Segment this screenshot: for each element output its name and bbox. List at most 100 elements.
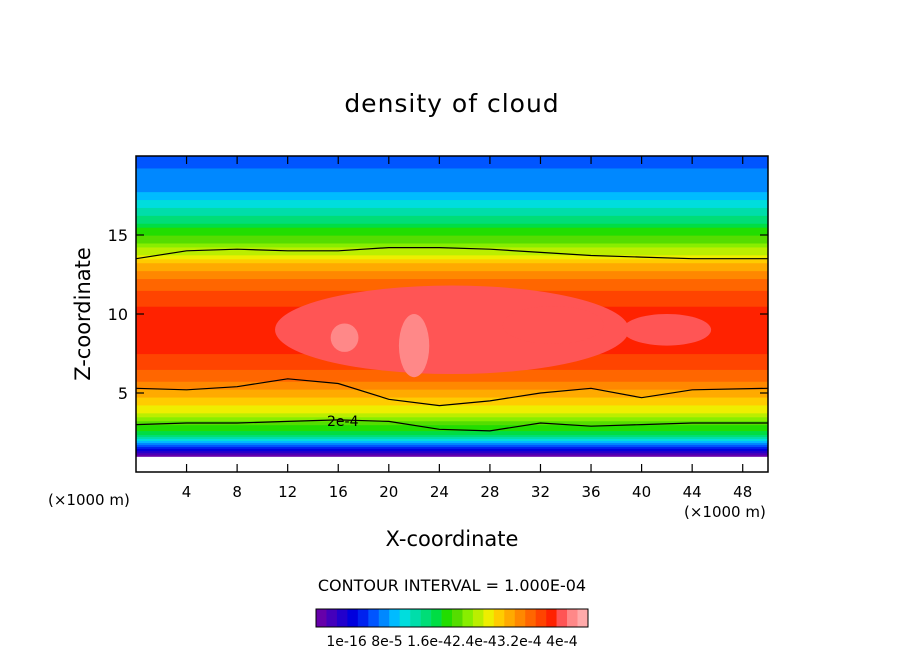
density-band bbox=[136, 191, 768, 197]
contour-interval: CONTOUR INTERVAL = 1.000E-04 bbox=[318, 576, 586, 595]
density-band bbox=[136, 452, 768, 455]
colorbar-labels: 1e-16 8e-5 1.6e-42.4e-43.2e-4 4e-4 bbox=[326, 634, 577, 650]
density-band bbox=[136, 199, 768, 204]
density-maximum bbox=[398, 314, 430, 378]
y-tick-label: 10 bbox=[108, 305, 128, 324]
x-tick-label: 40 bbox=[632, 483, 651, 501]
colorbar-swatch bbox=[567, 609, 578, 627]
colorbar-swatch bbox=[389, 609, 400, 627]
colorbar-swatch bbox=[525, 609, 536, 627]
x-tick-label: 36 bbox=[581, 483, 600, 501]
x-tick-label: 44 bbox=[683, 483, 702, 501]
density-band bbox=[136, 242, 768, 248]
density-band bbox=[136, 450, 768, 453]
x-tick-label: 32 bbox=[531, 483, 550, 501]
x-axis: 4 8 12 16 20 24 28 32 36 40 44 48 bbox=[182, 156, 752, 501]
density-band bbox=[136, 438, 768, 441]
density-band bbox=[136, 400, 768, 406]
x-unit-left: (×1000 m) bbox=[48, 491, 130, 509]
density-band bbox=[136, 440, 768, 443]
density-band bbox=[136, 258, 768, 264]
density-band bbox=[136, 227, 768, 232]
x-tick-label: 16 bbox=[329, 483, 348, 501]
density-band bbox=[136, 389, 768, 394]
colorbar-swatch bbox=[556, 609, 568, 627]
density-band bbox=[136, 412, 768, 416]
x-unit-right: (×1000 m) bbox=[684, 503, 766, 521]
colorbar-swatch bbox=[546, 609, 557, 627]
density-band bbox=[136, 270, 768, 276]
density-band bbox=[136, 385, 768, 390]
x-tick-label: 48 bbox=[733, 483, 752, 501]
density-band bbox=[136, 156, 768, 161]
density-band bbox=[136, 195, 768, 201]
plot-area bbox=[136, 156, 768, 472]
density-band bbox=[136, 246, 768, 252]
density-band bbox=[136, 393, 768, 398]
density-band bbox=[136, 410, 768, 414]
colorbar-swatch bbox=[493, 609, 505, 627]
density-band bbox=[136, 211, 768, 216]
density-band bbox=[136, 430, 768, 434]
density-band bbox=[136, 163, 768, 169]
colorbar-swatch bbox=[316, 609, 327, 627]
density-band bbox=[136, 159, 768, 165]
colorbar-swatch bbox=[347, 609, 359, 627]
colorbar bbox=[315, 608, 589, 628]
density-band bbox=[136, 420, 768, 424]
chart-title: density of cloud bbox=[344, 89, 559, 118]
y-axis: 5 10 15 bbox=[108, 226, 768, 403]
colorbar-swatch bbox=[420, 609, 432, 627]
density-band bbox=[136, 373, 768, 378]
colorbar-swatch bbox=[452, 609, 463, 627]
colorbar-swatch bbox=[514, 609, 526, 627]
density-band bbox=[136, 266, 768, 272]
colorbar-swatch bbox=[336, 609, 348, 627]
density-band bbox=[136, 250, 768, 256]
x-tick-label: 28 bbox=[480, 483, 499, 501]
contour-lines bbox=[136, 247, 768, 432]
density-band bbox=[136, 203, 768, 208]
density-band bbox=[136, 396, 768, 402]
colorbar-swatch bbox=[504, 609, 516, 627]
density-band bbox=[136, 434, 768, 438]
density-band bbox=[136, 448, 768, 451]
colorbar-swatch bbox=[462, 609, 474, 627]
colorbar-swatch bbox=[399, 609, 411, 627]
density-band bbox=[136, 238, 768, 244]
x-tick-label: 4 bbox=[182, 483, 192, 501]
density-band bbox=[136, 231, 768, 236]
colorbar-swatch bbox=[472, 609, 484, 627]
colorbar-swatch bbox=[368, 609, 380, 627]
colorbar-frame bbox=[315, 608, 589, 628]
density-band bbox=[136, 408, 768, 412]
density-band bbox=[136, 414, 768, 418]
colorbar-swatch bbox=[483, 609, 495, 627]
density-band bbox=[136, 404, 768, 410]
density-band bbox=[136, 426, 768, 430]
density-band bbox=[136, 187, 768, 193]
contour-label: 2e-4 bbox=[327, 414, 359, 430]
x-tick-label: 20 bbox=[379, 483, 398, 501]
density-band bbox=[136, 422, 768, 426]
density-maximum bbox=[622, 314, 712, 346]
density-band bbox=[136, 444, 768, 447]
density-band bbox=[136, 432, 768, 436]
density-band bbox=[136, 254, 768, 260]
x-tick-label: 12 bbox=[278, 483, 297, 501]
density-band bbox=[136, 274, 768, 280]
contour-line bbox=[136, 378, 768, 407]
density-band bbox=[136, 416, 768, 420]
colorbar-swatch bbox=[577, 609, 589, 627]
density-band bbox=[136, 179, 768, 185]
density-band bbox=[136, 171, 768, 177]
density-band bbox=[136, 215, 768, 220]
density-band bbox=[136, 262, 768, 268]
ground-band bbox=[136, 456, 768, 472]
density-maximum bbox=[330, 323, 359, 352]
colorbar-swatch bbox=[410, 609, 421, 627]
density-band bbox=[136, 223, 768, 228]
density-band bbox=[136, 207, 768, 212]
density-band bbox=[136, 175, 768, 181]
